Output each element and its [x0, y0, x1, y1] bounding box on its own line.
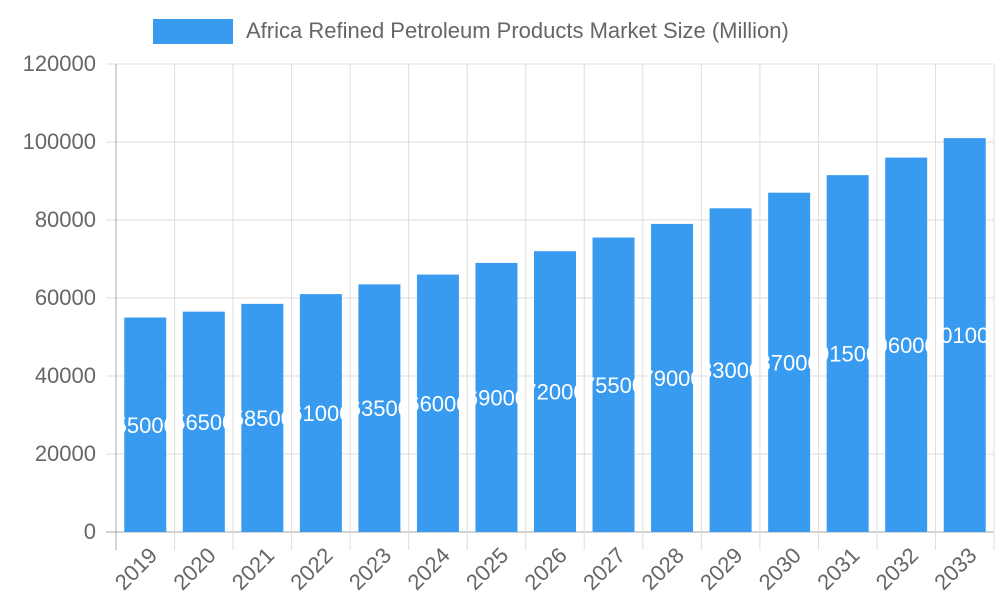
y-tick-label: 60000	[35, 285, 96, 310]
data-label-2030: 87000	[759, 350, 820, 375]
bar-2026	[534, 251, 576, 532]
bar-2025	[475, 262, 518, 532]
y-tick-label: 120000	[23, 51, 96, 76]
x-tick-label: 2031	[812, 543, 864, 595]
x-tick-label: 2027	[578, 543, 630, 595]
bar-2023	[358, 284, 401, 532]
data-label-2031: 91500	[817, 342, 878, 367]
data-label-2029: 83000	[700, 358, 761, 383]
data-label-2033: 101000	[928, 323, 1000, 348]
data-label-2024: 66000	[407, 391, 468, 416]
data-label-2023: 63500	[349, 396, 410, 421]
y-tick-label: 40000	[35, 363, 96, 388]
legend-label: Africa Refined Petroleum Products Market…	[246, 18, 789, 43]
bar-2019	[124, 317, 167, 532]
x-tick-label: 2026	[520, 543, 572, 595]
y-tick-label: 80000	[35, 207, 96, 232]
y-tick-label: 0	[84, 519, 96, 544]
x-tick-label: 2024	[402, 543, 454, 595]
x-tick-label: 2025	[461, 543, 513, 595]
bar-2024	[416, 274, 459, 532]
data-label-2022: 61000	[290, 401, 351, 426]
x-tick-label: 2019	[110, 543, 162, 595]
data-label-2025: 69000	[466, 385, 527, 410]
x-tick-label: 2032	[871, 543, 923, 595]
bar-2031	[826, 175, 869, 532]
x-tick-label: 2030	[754, 543, 806, 595]
data-label-2028: 79000	[641, 366, 702, 391]
data-label-2026: 72000	[524, 380, 585, 405]
y-tick-label: 100000	[23, 129, 96, 154]
bar-2030	[768, 192, 811, 532]
bar-2022	[299, 294, 342, 532]
data-label-2019: 55000	[115, 413, 176, 438]
data-label-2032: 96000	[876, 333, 937, 358]
data-label-2020: 56500	[173, 410, 234, 435]
x-tick-label: 2020	[168, 543, 220, 595]
x-tick-label: 2022	[285, 543, 337, 595]
x-tick-label: 2023	[344, 543, 396, 595]
x-tick-label: 2033	[929, 543, 981, 595]
y-tick-label: 20000	[35, 441, 96, 466]
bar-2021	[241, 303, 284, 532]
x-tick-label: 2028	[637, 543, 689, 595]
data-label-2027: 75500	[583, 373, 644, 398]
bar-2020	[182, 311, 225, 532]
legend[interactable]: Africa Refined Petroleum Products Market…	[153, 18, 789, 44]
x-tick-label: 2029	[695, 543, 747, 595]
bar-2032	[885, 157, 928, 532]
bar-2033	[943, 138, 986, 532]
legend-swatch	[153, 18, 233, 44]
data-label-2021: 58500	[232, 406, 293, 431]
bar-2028	[651, 223, 694, 532]
bar-2029	[709, 208, 752, 533]
x-tick-label: 2021	[227, 543, 279, 595]
bar-2027	[592, 237, 635, 533]
